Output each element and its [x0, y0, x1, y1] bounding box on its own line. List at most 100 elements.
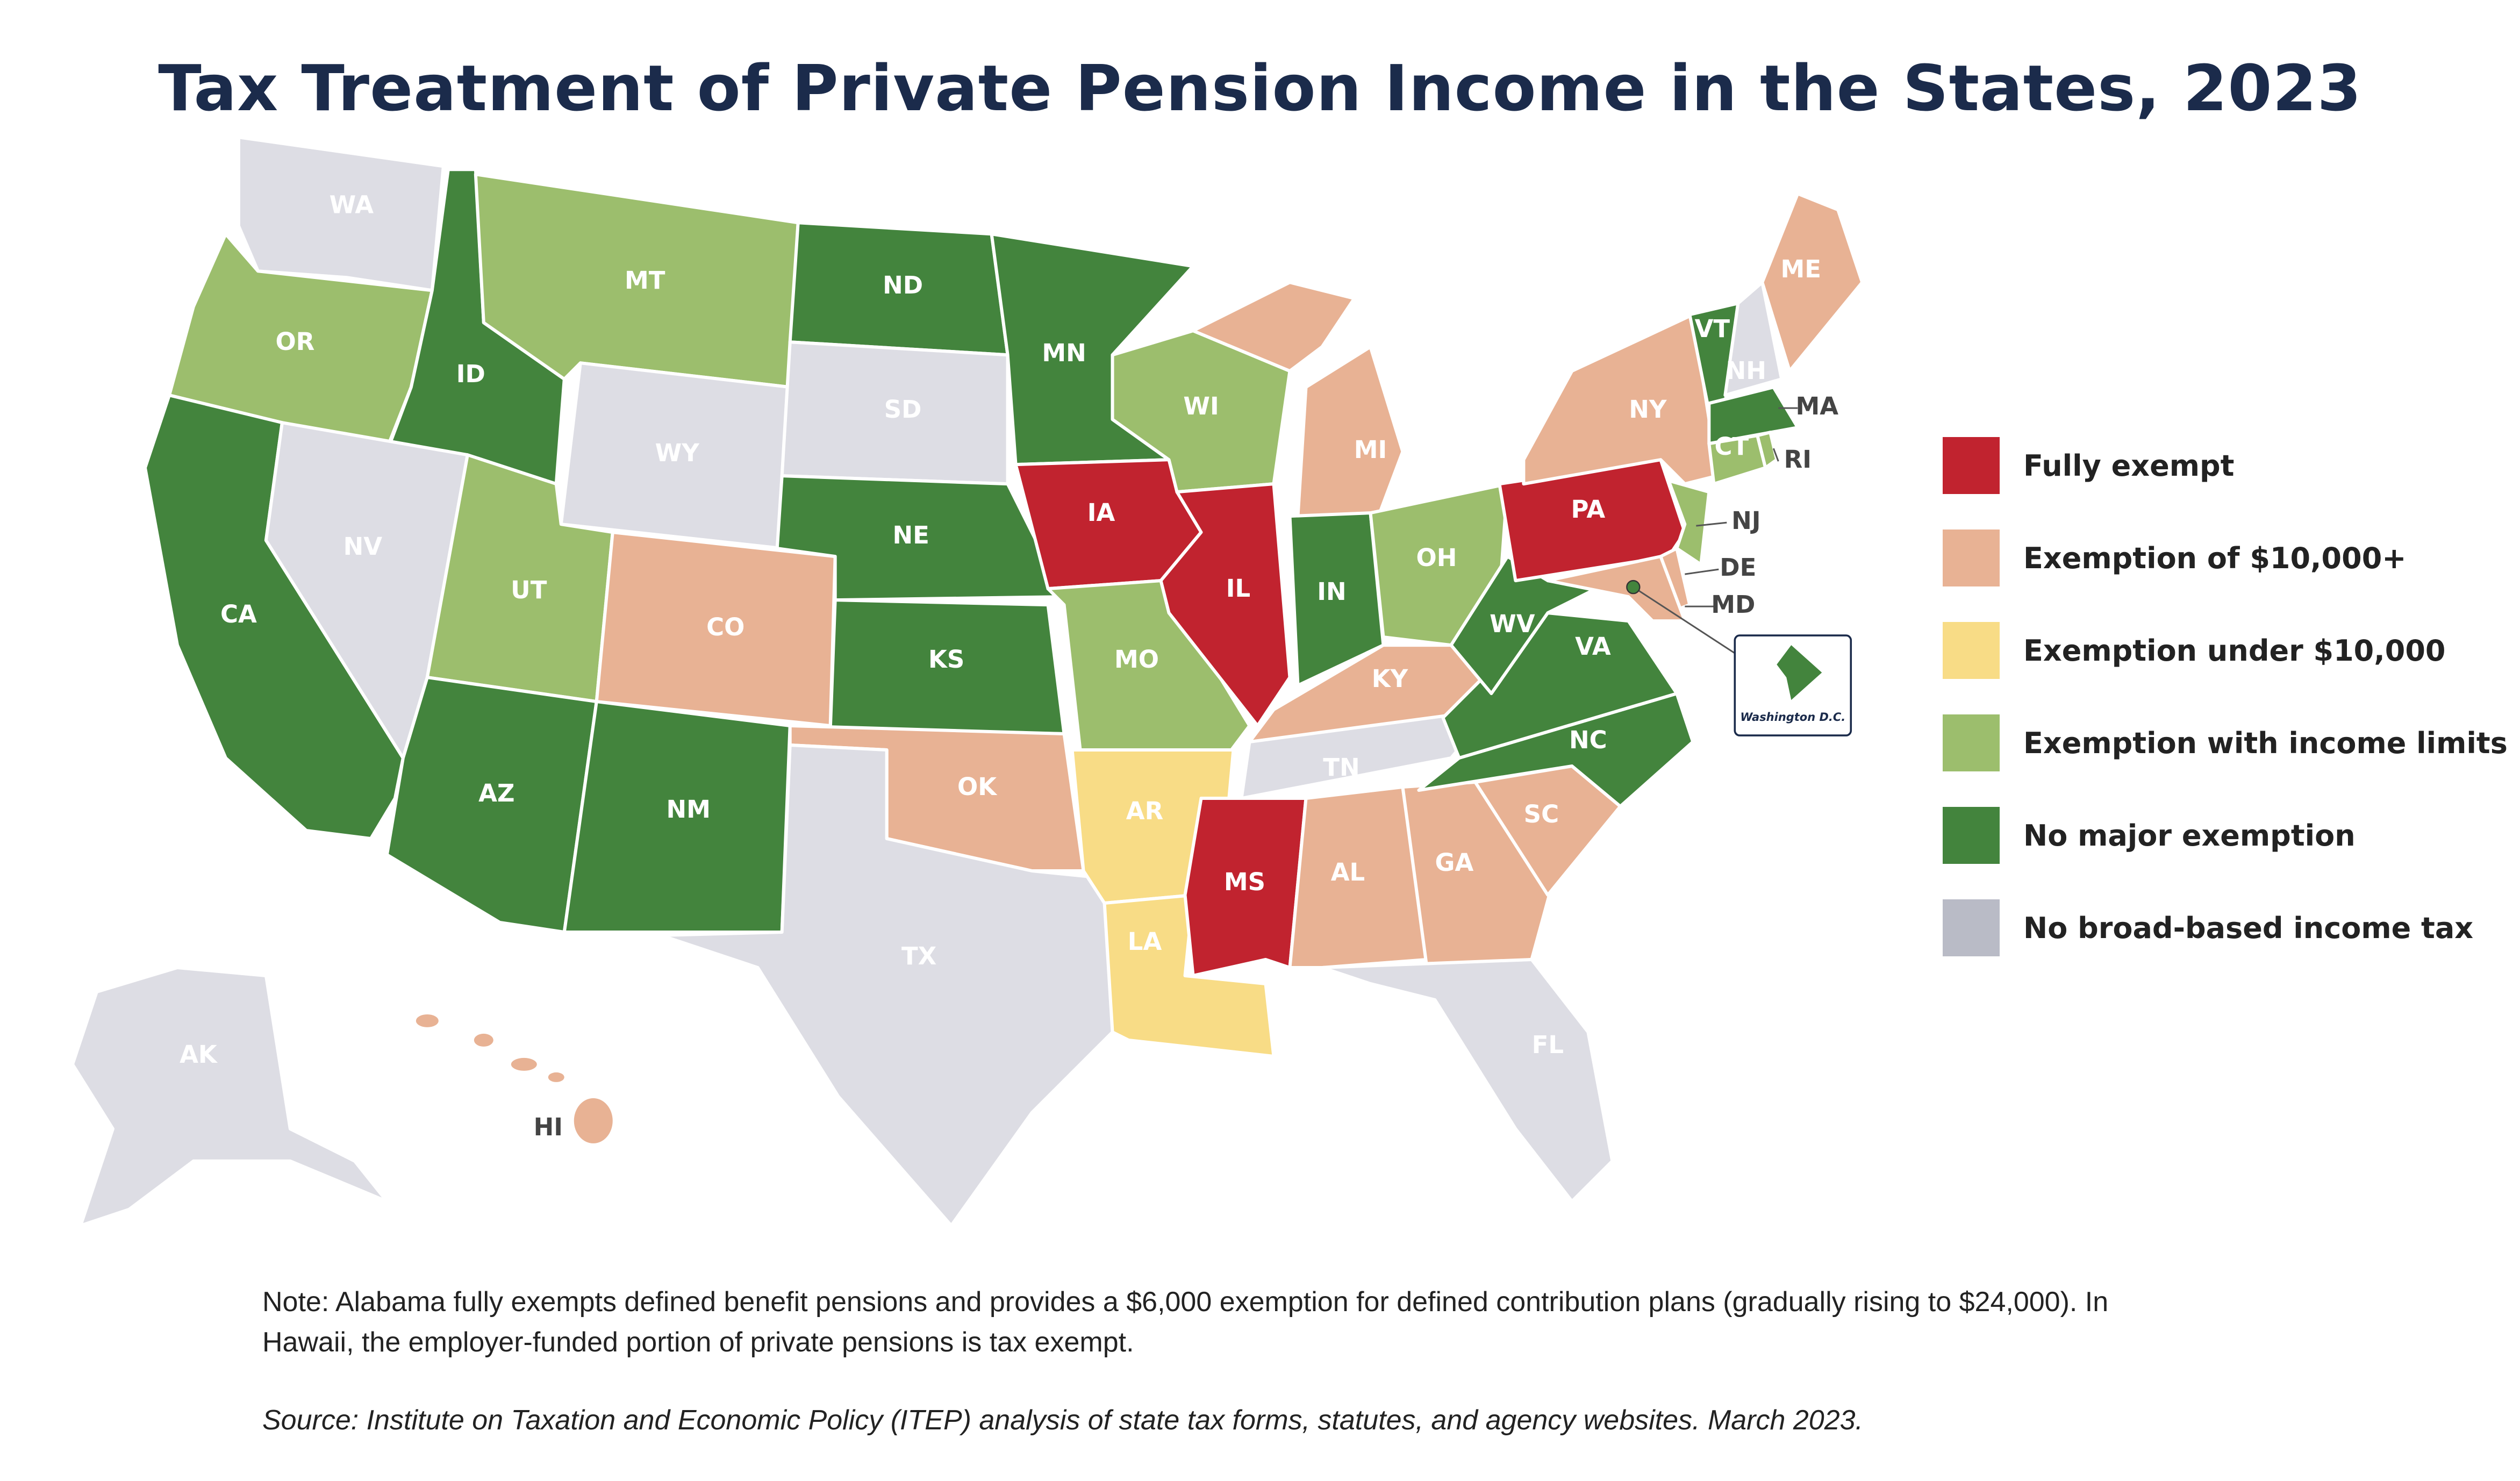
state-label-hi: HI: [534, 1113, 563, 1141]
state-label-va: VA: [1575, 632, 1611, 661]
legend-swatch: [1943, 899, 2000, 956]
state-ma: [1707, 385, 1800, 446]
state-label-nh: NH: [1726, 356, 1766, 385]
legend-swatch: [1943, 622, 2000, 679]
state-label-sc: SC: [1524, 800, 1559, 828]
state-tn: [1240, 708, 1493, 800]
state-hi-island: [548, 1072, 564, 1082]
state-label-ma: MA: [1795, 392, 1838, 420]
state-label-ct: CT: [1714, 432, 1749, 461]
state-ak: [70, 965, 389, 1227]
state-nj: [1667, 479, 1711, 567]
state-hi-island: [511, 1057, 537, 1071]
state-label-id: ID: [456, 360, 485, 388]
state-fl: [1320, 957, 1614, 1203]
state-label-wy: WY: [655, 439, 700, 467]
legend-swatch: [1943, 807, 2000, 864]
legend-swatch: [1943, 530, 2000, 586]
note-text: Note: Alabama fully exempts defined bene…: [262, 1286, 2109, 1358]
state-label-md: MD: [1711, 590, 1755, 619]
state-al: [1288, 785, 1429, 969]
dc-leader-line: [1633, 586, 1736, 654]
state-label-ak: AK: [180, 1040, 218, 1069]
state-ri: [1756, 431, 1779, 470]
state-label-wv: WV: [1490, 610, 1535, 638]
legend-item-none: No major exemption: [1943, 789, 2508, 882]
legend-item-fully: Fully exempt: [1943, 419, 2508, 512]
state-mi: [1296, 345, 1405, 518]
dc-inset-shape: [1777, 645, 1822, 700]
legend-swatch: [1943, 437, 2000, 494]
state-label-de: DE: [1720, 553, 1756, 582]
legend-item-under_ten: Exemption under $10,000: [1943, 604, 2508, 697]
state-label-pa: PA: [1571, 495, 1606, 524]
state-label-ks: KS: [928, 645, 964, 674]
state-label-ms: MS: [1224, 868, 1265, 896]
state-hi-island: [474, 1033, 493, 1047]
state-label-ar: AR: [1126, 797, 1163, 825]
state-label-nc: NC: [1569, 726, 1607, 754]
legend-label: Fully exempt: [2023, 448, 2235, 483]
leader-line: [1685, 568, 1719, 575]
state-label-il: IL: [1226, 574, 1250, 603]
state-label-la: LA: [1128, 927, 1162, 956]
state-me: [1760, 192, 1864, 373]
state-label-wa: WA: [330, 190, 374, 219]
state-label-me: ME: [1781, 255, 1822, 283]
legend-item-ten_plus: Exemption of $10,000+: [1943, 512, 2508, 604]
state-label-ia: IA: [1087, 498, 1115, 527]
legend-label: No major exemption: [2023, 818, 2356, 853]
legend: Fully exempt Exemption of $10,000+ Exempti…: [1943, 419, 2508, 974]
leader-line: [1772, 448, 1779, 462]
leader-line: [1696, 521, 1727, 527]
state-label-ga: GA: [1435, 848, 1474, 877]
legend-label: Exemption with income limits: [2023, 726, 2508, 760]
state-hi-island: [416, 1014, 439, 1027]
dc-inset-label: Washington D.C.: [1740, 711, 1845, 724]
state-label-mt: MT: [625, 266, 665, 295]
state-md: [1546, 555, 1687, 623]
state-label-nd: ND: [883, 271, 923, 299]
page-title: Tax Treatment of Private Pension Income …: [158, 51, 2362, 125]
legend-item-limits: Exemption with income limits: [1943, 697, 2508, 789]
state-wa: [237, 135, 445, 292]
state-label-mi: MI: [1354, 435, 1387, 464]
state-label-tx: TX: [901, 942, 936, 970]
state-mi-upper: [1189, 281, 1357, 373]
state-label-ut: UT: [511, 576, 547, 604]
state-label-mo: MO: [1114, 645, 1159, 674]
state-dc: [1626, 579, 1641, 595]
state-label-al: AL: [1331, 858, 1365, 886]
state-label-or: OR: [275, 327, 314, 356]
legend-label: Exemption of $10,000+: [2023, 541, 2407, 575]
state-label-oh: OH: [1416, 543, 1457, 572]
state-label-nv: NV: [343, 532, 383, 561]
state-label-tn: TN: [1323, 753, 1359, 782]
state-label-ri: RI: [1784, 445, 1812, 474]
state-label-ok: OK: [957, 772, 998, 801]
state-il: [1159, 482, 1292, 728]
state-label-ky: KY: [1372, 664, 1409, 693]
legend-label: Exemption under $10,000: [2023, 633, 2446, 668]
state-label-ny: NY: [1629, 395, 1667, 424]
state-hi-island: [574, 1098, 613, 1143]
state-label-mn: MN: [1042, 339, 1086, 367]
state-label-az: AZ: [478, 779, 514, 807]
state-label-nm: NM: [667, 795, 711, 824]
state-label-ca: CA: [220, 600, 257, 628]
legend-label: No broad-based income tax: [2023, 911, 2474, 945]
legend-item-no_tax: No broad-based income tax: [1943, 882, 2508, 974]
state-label-ne: NE: [892, 521, 929, 549]
state-label-nj: NJ: [1731, 506, 1760, 535]
state-label-co: CO: [706, 613, 744, 641]
state-nh: [1723, 281, 1784, 397]
state-label-sd: SD: [884, 395, 922, 424]
state-label-wi: WI: [1183, 392, 1219, 420]
state-tx: [659, 743, 1114, 1227]
legend-swatch: [1943, 714, 2000, 771]
state-label-in: IN: [1317, 577, 1346, 606]
state-label-fl: FL: [1532, 1031, 1564, 1059]
source-text: Source: Institute on Taxation and Econom…: [262, 1405, 1863, 1436]
